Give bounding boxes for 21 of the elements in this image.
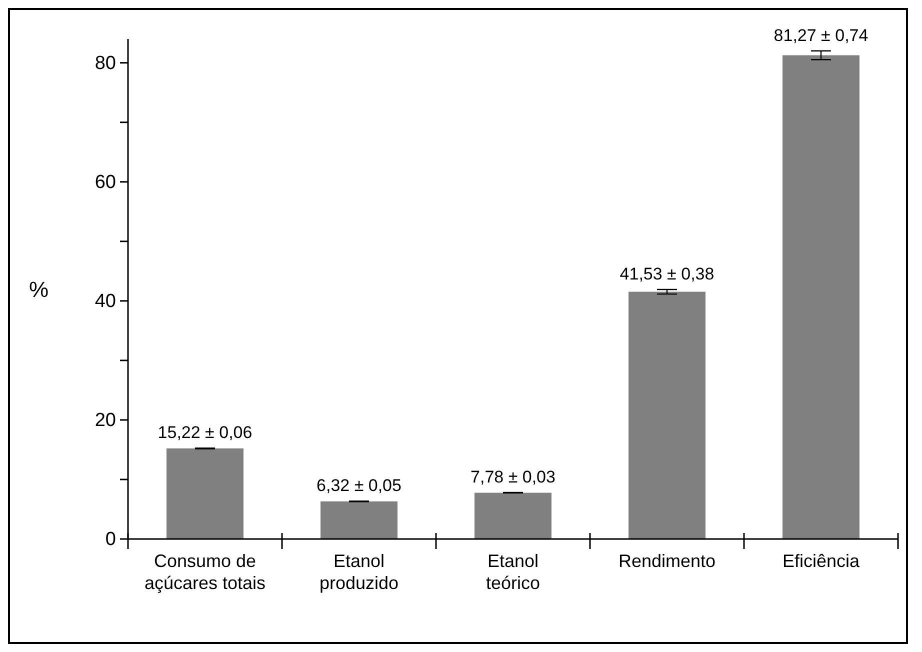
y-tick-label: 60 bbox=[94, 172, 116, 193]
y-axis-title: % bbox=[29, 276, 49, 302]
bar bbox=[320, 501, 398, 539]
data-label: 6,32 ± 0,05 bbox=[316, 476, 402, 496]
data-label: 7,78 ± 0,03 bbox=[470, 468, 556, 487]
y-tick-label: 40 bbox=[94, 290, 116, 312]
x-tick-label: Etanol teórico bbox=[486, 551, 540, 593]
bar bbox=[474, 492, 552, 539]
bar bbox=[782, 55, 860, 539]
data-label: 81,27 ± 0,74 bbox=[774, 26, 868, 45]
x-tick-label: Eficiência bbox=[782, 551, 860, 571]
y-tick-label: 80 bbox=[94, 52, 116, 74]
y-tick-label: 0 bbox=[105, 529, 116, 550]
x-tick-label: Consumo de açúcares totais bbox=[144, 551, 266, 593]
data-label: 41,53 ± 0,38 bbox=[620, 264, 714, 284]
bar bbox=[628, 292, 706, 539]
data-label: 15,22 ± 0,06 bbox=[158, 423, 252, 442]
x-tick-label: Etanol produzido bbox=[319, 551, 399, 593]
bar bbox=[166, 448, 244, 539]
y-tick-label: 20 bbox=[94, 410, 116, 431]
x-tick-label: Rendimento bbox=[618, 551, 716, 571]
